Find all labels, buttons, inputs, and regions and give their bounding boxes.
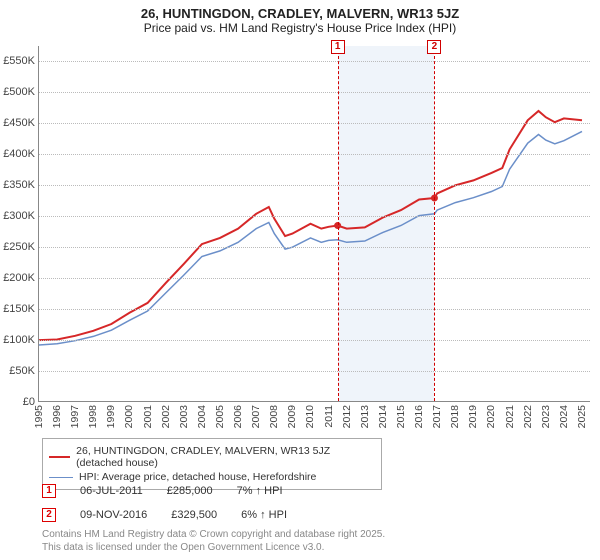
y-tick-label: £550K	[3, 55, 35, 67]
y-tick-label: £200K	[3, 272, 35, 284]
gridline	[39, 247, 590, 248]
x-tick-label: 1998	[93, 393, 105, 416]
x-tick-label: 1995	[39, 393, 51, 416]
x-tick-label: 2013	[365, 393, 377, 416]
y-tick-label: £350K	[3, 179, 35, 191]
x-tick-label: 2002	[166, 393, 178, 416]
plot-area: £0£50K£100K£150K£200K£250K£300K£350K£400…	[38, 46, 590, 402]
legend-label: 26, HUNTINGDON, CRADLEY, MALVERN, WR13 5…	[76, 445, 375, 469]
footer-line1: Contains HM Land Registry data © Crown c…	[42, 528, 385, 541]
series-hpi	[39, 131, 582, 345]
gridline	[39, 371, 590, 372]
chart-subtitle: Price paid vs. HM Land Registry's House …	[0, 21, 600, 39]
sale-diff-2: 6% ↑ HPI	[241, 509, 287, 521]
gridline	[39, 154, 590, 155]
y-tick-label: £100K	[3, 334, 35, 346]
x-tick-label: 2025	[582, 393, 594, 416]
x-tick-label: 2006	[238, 393, 250, 416]
x-tick-label: 2024	[564, 393, 576, 416]
y-tick-label: £250K	[3, 241, 35, 253]
x-tick-label: 2003	[184, 393, 196, 416]
callout-box-2: 2	[427, 40, 441, 54]
sale-row-2: 2 09-NOV-2016 £329,500 6% ↑ HPI	[42, 508, 287, 522]
chart-svg	[39, 46, 590, 401]
sale-date-2: 09-NOV-2016	[80, 509, 147, 521]
gridline	[39, 216, 590, 217]
x-tick-label: 2017	[437, 393, 449, 416]
sale-price-2: £329,500	[171, 509, 217, 521]
footer-line2: This data is licensed under the Open Gov…	[42, 541, 385, 554]
callout-box-1: 1	[331, 40, 345, 54]
x-tick-label: 2001	[148, 393, 160, 416]
gridline	[39, 92, 590, 93]
legend-label: HPI: Average price, detached house, Here…	[79, 471, 316, 483]
x-tick-label: 2007	[256, 393, 268, 416]
x-tick-label: 2023	[546, 393, 558, 416]
x-tick-label: 1999	[111, 393, 123, 416]
x-tick-label: 2011	[329, 394, 341, 417]
y-tick-label: £400K	[3, 148, 35, 160]
x-tick-label: 1997	[75, 393, 87, 416]
x-tick-label: 2000	[129, 393, 141, 416]
x-tick-label: 2008	[274, 393, 286, 416]
x-tick-label: 2010	[310, 393, 322, 416]
x-tick-label: 2005	[220, 393, 232, 416]
chart-title: 26, HUNTINGDON, CRADLEY, MALVERN, WR13 5…	[0, 0, 600, 21]
x-tick-label: 2004	[202, 393, 214, 416]
sale-date-1: 06-JUL-2011	[80, 485, 143, 497]
x-tick-label: 2012	[347, 393, 359, 416]
legend-row: 26, HUNTINGDON, CRADLEY, MALVERN, WR13 5…	[49, 445, 375, 469]
x-tick-label: 2018	[455, 393, 467, 416]
legend-swatch	[49, 477, 73, 478]
gridline	[39, 278, 590, 279]
legend: 26, HUNTINGDON, CRADLEY, MALVERN, WR13 5…	[42, 438, 382, 490]
sale-row-1: 1 06-JUL-2011 £285,000 7% ↑ HPI	[42, 484, 283, 498]
y-tick-label: £300K	[3, 210, 35, 222]
legend-swatch	[49, 456, 70, 458]
gridline	[39, 185, 590, 186]
x-tick-label: 2021	[510, 393, 522, 416]
x-tick-label: 2019	[473, 393, 485, 416]
chart-container: 26, HUNTINGDON, CRADLEY, MALVERN, WR13 5…	[0, 0, 600, 560]
callout-line-2	[434, 46, 435, 401]
x-tick-label: 2022	[528, 393, 540, 416]
sale-callout-2: 2	[42, 508, 56, 522]
callout-line-1	[338, 46, 339, 401]
sale-diff-1: 7% ↑ HPI	[237, 485, 283, 497]
y-tick-label: £450K	[3, 117, 35, 129]
x-tick-label: 1996	[57, 393, 69, 416]
gridline	[39, 309, 590, 310]
y-tick-label: £150K	[3, 303, 35, 315]
x-tick-label: 2015	[401, 393, 413, 416]
x-tick-label: 2014	[383, 393, 395, 416]
gridline	[39, 123, 590, 124]
legend-row: HPI: Average price, detached house, Here…	[49, 471, 375, 483]
sale-callout-1: 1	[42, 484, 56, 498]
x-tick-label: 2016	[419, 393, 431, 416]
y-tick-label: £50K	[9, 365, 35, 377]
sale-price-1: £285,000	[167, 485, 213, 497]
x-tick-label: 2009	[292, 393, 304, 416]
gridline	[39, 61, 590, 62]
gridline	[39, 340, 590, 341]
series-property	[39, 111, 582, 340]
x-tick-label: 2020	[491, 393, 503, 416]
y-tick-label: £500K	[3, 86, 35, 98]
footer: Contains HM Land Registry data © Crown c…	[42, 528, 385, 554]
